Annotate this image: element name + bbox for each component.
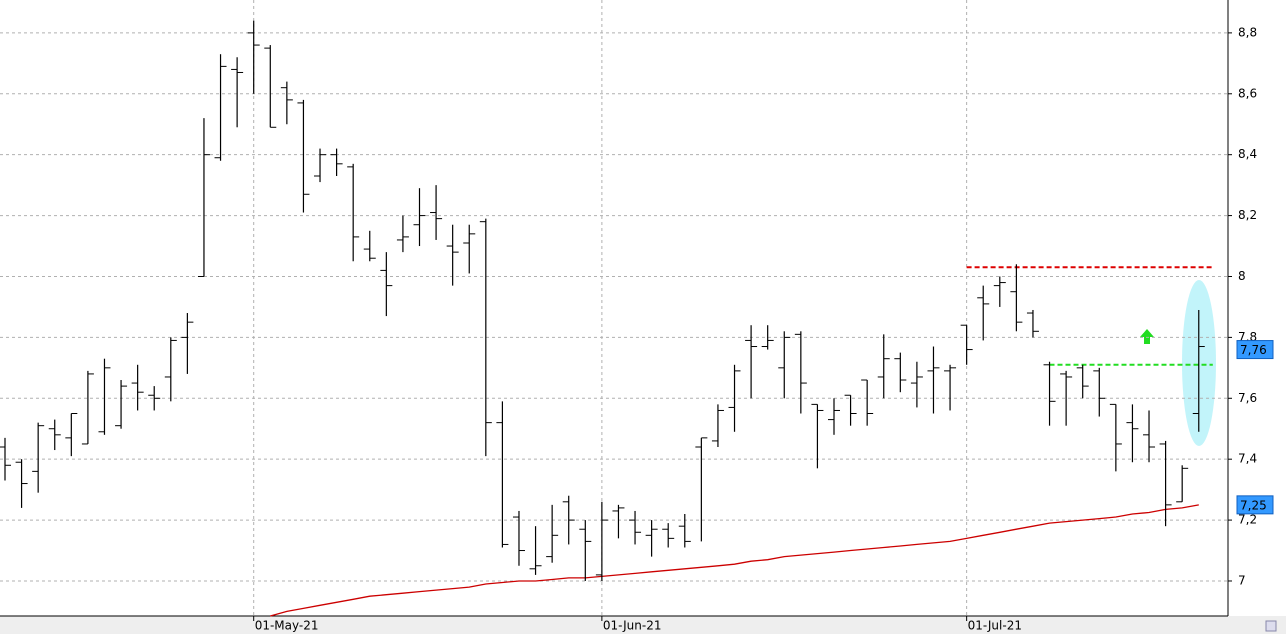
y-tick-label: 8,6 xyxy=(1238,86,1257,100)
price-tag xyxy=(1236,340,1274,360)
moving-average xyxy=(270,504,1199,617)
y-tick-label: 7 xyxy=(1238,573,1246,587)
price-tag-label: 7,76 xyxy=(1240,343,1267,357)
price-tag-label: 7,25 xyxy=(1240,498,1267,512)
y-tick-label: 7,2 xyxy=(1238,513,1257,527)
date-strip xyxy=(0,616,1286,634)
y-tick-label: 7,6 xyxy=(1238,391,1257,405)
y-tick-label: 8 xyxy=(1238,269,1246,283)
price-tag xyxy=(1236,495,1274,515)
y-tick-label: 8,8 xyxy=(1238,25,1257,39)
x-tick-label: 01-May-21 xyxy=(255,619,319,633)
x-tick-label: 01-Jul-21 xyxy=(968,619,1022,633)
y-tick-label: 8,2 xyxy=(1238,208,1257,222)
y-tick-label: 8,4 xyxy=(1238,147,1257,161)
up-arrow xyxy=(1140,329,1154,344)
x-tick-label: 01-Jun-21 xyxy=(603,619,662,633)
y-tick-label: 7,4 xyxy=(1238,452,1257,466)
corner-icon[interactable] xyxy=(1265,620,1277,632)
